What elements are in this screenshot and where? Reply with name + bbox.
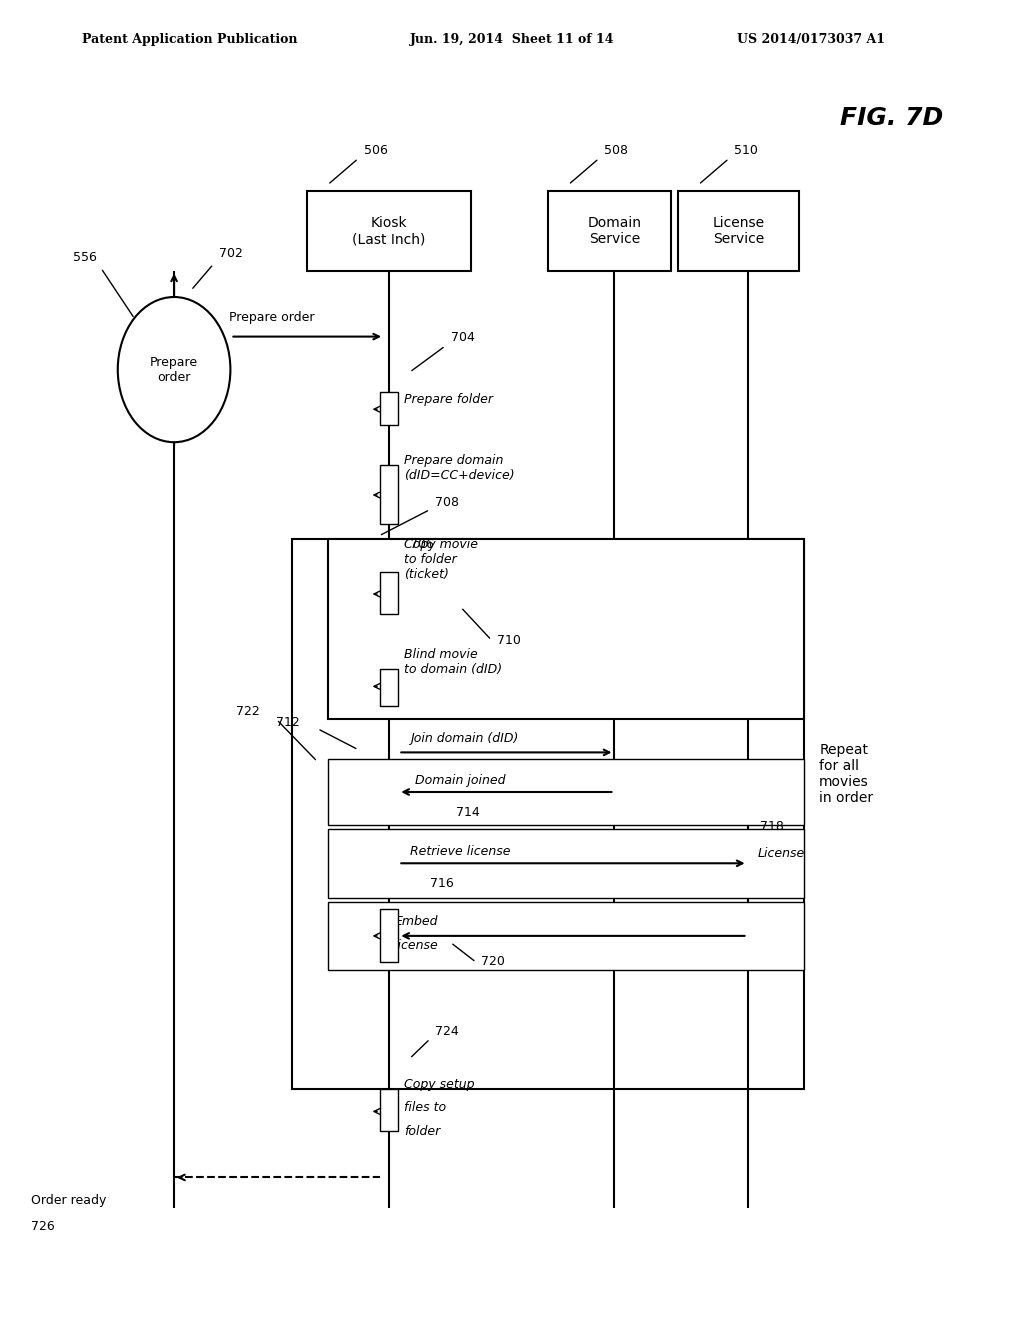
Bar — [292, 539, 804, 1089]
Bar — [380, 465, 398, 524]
Bar — [380, 909, 398, 962]
Text: License
Service: License Service — [713, 216, 764, 246]
Bar — [380, 392, 398, 425]
Text: Copy movie
to folder
(ticket): Copy movie to folder (ticket) — [404, 539, 478, 581]
Text: 704: 704 — [451, 330, 474, 343]
Text: Domain joined: Domain joined — [415, 774, 505, 787]
Text: license: license — [394, 939, 438, 952]
Bar — [328, 902, 804, 970]
Text: Blind movie
to domain (dID): Blind movie to domain (dID) — [404, 648, 503, 676]
Text: 706: 706 — [410, 537, 433, 550]
Text: Jun. 19, 2014  Sheet 11 of 14: Jun. 19, 2014 Sheet 11 of 14 — [410, 33, 614, 46]
Text: files to: files to — [404, 1101, 446, 1114]
Text: 510: 510 — [734, 144, 758, 157]
Text: 726: 726 — [31, 1220, 54, 1233]
Bar — [328, 829, 804, 898]
Text: License: License — [758, 846, 805, 859]
Text: Patent Application Publication: Patent Application Publication — [82, 33, 297, 46]
Circle shape — [118, 297, 230, 442]
Text: Copy setup: Copy setup — [404, 1077, 475, 1090]
Text: 720: 720 — [481, 954, 505, 968]
Text: 508: 508 — [604, 144, 628, 157]
Text: Domain
Service: Domain Service — [588, 216, 641, 246]
Text: 714: 714 — [456, 805, 479, 818]
Text: 556: 556 — [73, 251, 96, 264]
Bar — [678, 191, 799, 271]
Text: folder: folder — [404, 1125, 440, 1138]
Text: US 2014/0173037 A1: US 2014/0173037 A1 — [737, 33, 886, 46]
Text: Kiosk
(Last Inch): Kiosk (Last Inch) — [352, 216, 426, 246]
Text: 718: 718 — [760, 820, 783, 833]
Text: 708: 708 — [435, 495, 459, 508]
Text: 722: 722 — [236, 705, 259, 718]
Text: Prepare domain
(dID=CC+device): Prepare domain (dID=CC+device) — [404, 454, 515, 482]
Text: Join domain (dID): Join domain (dID) — [410, 731, 518, 744]
Text: FIG. 7D: FIG. 7D — [840, 106, 943, 129]
Text: Prepare folder: Prepare folder — [404, 392, 494, 405]
Text: 702: 702 — [219, 247, 243, 260]
Text: 712: 712 — [276, 715, 300, 729]
Text: Repeat
for all
movies
in order: Repeat for all movies in order — [819, 743, 873, 805]
Text: 716: 716 — [430, 876, 454, 890]
Bar — [380, 572, 398, 614]
Bar — [380, 669, 398, 706]
Text: 506: 506 — [364, 144, 387, 157]
Bar — [328, 759, 804, 825]
Text: 710: 710 — [497, 634, 520, 647]
Text: Prepare
order: Prepare order — [151, 355, 198, 384]
Text: Embed: Embed — [394, 915, 437, 928]
Text: Order ready: Order ready — [31, 1193, 106, 1206]
Bar — [307, 191, 471, 271]
Text: Retrieve license: Retrieve license — [410, 845, 510, 858]
Text: 724: 724 — [435, 1024, 459, 1038]
Bar — [548, 191, 671, 271]
Bar — [328, 539, 804, 719]
Bar — [380, 1089, 398, 1131]
Text: Prepare order: Prepare order — [228, 310, 314, 323]
